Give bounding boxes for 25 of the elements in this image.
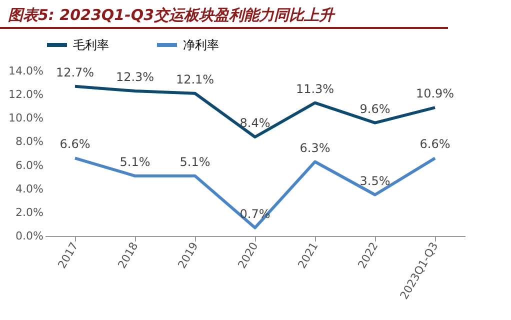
y-tick-label: 8.0% [16,135,44,148]
y-tick-label: 14.0% [8,64,44,78]
data-label: 6.6% [420,137,450,152]
data-label: 6.3% [300,140,330,155]
data-label: 8.4% [240,116,270,130]
legend-label: 毛利率 [73,38,109,52]
legend-label: 净利率 [183,38,219,52]
y-tick-label: 2.0% [16,206,44,219]
data-label: 3.5% [360,174,390,188]
y-tick-label: 12.0% [8,88,44,102]
y-tick-label: 6.0% [16,158,44,172]
data-label: 12.1% [176,72,214,86]
data-label: 12.7% [56,65,94,80]
data-label: 6.6% [60,137,90,152]
chart-title: 图表5: 2023Q1-Q3交运板块盈利能力同比上升 [0,0,448,29]
y-tick-label: 0.0% [16,230,44,242]
data-label: 11.3% [296,82,334,96]
line-series [74,156,436,230]
y-tick-label: 4.0% [16,182,44,196]
data-label: 9.6% [360,102,390,116]
data-label: 5.1% [120,154,150,169]
data-label: 10.9% [416,86,454,101]
y-tick-label: 10.0% [8,112,44,125]
data-label: 5.1% [180,154,210,169]
data-label: 12.3% [116,70,154,84]
